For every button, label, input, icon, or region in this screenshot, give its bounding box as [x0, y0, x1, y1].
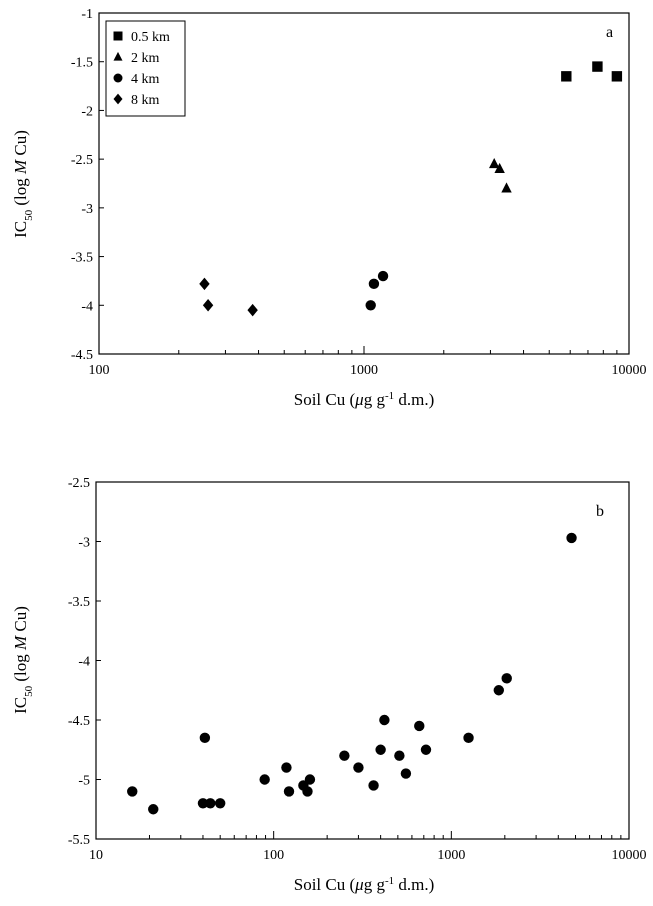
y-tick-label: -4 [78, 655, 90, 670]
data-point-triangle [489, 158, 500, 169]
data-point-circle [127, 786, 138, 797]
x-tick-label: 100 [263, 848, 284, 863]
data-point-diamond [202, 299, 214, 312]
panel-b-y-axis-title: IC50 (log M Cu) [11, 606, 35, 714]
data-point-circle [414, 720, 425, 732]
panel-a-y-axis: -1 -1.5 -2 -2.5 -3 -3.5 -4 -4.5 [71, 7, 104, 363]
y-tick-label: -2.5 [68, 476, 90, 491]
x-tick-label: 10 [89, 848, 103, 863]
data-point-circle [400, 768, 412, 779]
data-point-circle [493, 685, 505, 696]
panel-a-chart: -1-1.5-2-2.5-3-3.5-4-4.5 100 1000 10000 a … [11, 7, 647, 409]
y-tick-label: -2.5 [71, 153, 93, 168]
panel-b-plot-frame [95, 481, 630, 840]
data-point-circle [379, 714, 390, 726]
data-point-circle [368, 278, 380, 290]
data-point-circle [377, 270, 389, 282]
data-point-circle [368, 780, 379, 791]
data-point-circle [205, 798, 216, 809]
data-point-triangle [501, 182, 512, 193]
data-point-circle [501, 673, 512, 684]
y-tick-label: -3 [81, 202, 93, 217]
data-point-diamond [247, 303, 258, 317]
data-point-circle [259, 774, 270, 785]
data-point-circle [197, 798, 209, 809]
y-tick-label: -5.5 [68, 833, 90, 848]
y-tick-label: -3.5 [68, 595, 90, 610]
panel-a-x-axis: 100 1000 10000 [89, 346, 647, 378]
legend-label: 2 km [131, 51, 160, 66]
y-tick-label: -2 [81, 104, 93, 119]
data-point-circle [420, 744, 432, 755]
legend-marker-diamond [113, 93, 123, 105]
panel-b-y-axis: -2.5 -3 -3.5 -4 -4.5 -5 -5.5 [68, 476, 101, 848]
x-tick-label: 10000 [612, 848, 647, 863]
data-point-circle [304, 774, 316, 785]
legend-marker-square [113, 31, 123, 41]
panel-b-chart: -2.5-3-3.5-4-4.5-5-5.5 10 100 1000 10000 b … [11, 476, 647, 894]
y-tick-label: -5 [78, 774, 90, 789]
x-tick-label: 10000 [612, 363, 647, 378]
data-point-circle [283, 786, 295, 797]
data-point-circle [463, 732, 474, 744]
data-point-circle [148, 804, 159, 815]
panel-b-x-axis: 10 100 1000 10000 [89, 831, 647, 863]
data-point-square [592, 61, 603, 72]
x-tick-label: 100 [89, 363, 110, 378]
x-tick-label: 1000 [437, 848, 465, 863]
data-point-circle [214, 798, 226, 809]
panel-b-x-axis-title: Soil Cu (μg g-1 d.m.) [294, 875, 435, 894]
data-point-circle [339, 750, 350, 761]
panel-a-y-axis-title: IC50 (log M Cu) [11, 130, 35, 238]
y-tick-label: -4 [81, 299, 93, 314]
data-point-circle [281, 762, 292, 773]
panel-a-legend: 0.5 km 2 km 4 km 8 km [105, 20, 186, 117]
data-point-circle [375, 744, 386, 755]
data-point-square [611, 71, 623, 82]
data-point-circle [394, 750, 405, 761]
data-point-circle [302, 786, 313, 797]
y-tick-label: -1 [81, 7, 93, 22]
data-point-square [561, 71, 572, 82]
data-point-circle [365, 300, 376, 311]
data-point-circle [566, 532, 577, 544]
y-tick-label: -4.5 [68, 714, 90, 729]
y-tick-label: -4.5 [71, 348, 93, 363]
legend-marker-circle [113, 73, 123, 83]
y-tick-label: -1.5 [71, 56, 93, 71]
data-point-triangle [494, 162, 505, 174]
panel-b-letter: b [596, 503, 604, 520]
legend-label: 4 km [131, 72, 160, 87]
panel-a-letter: a [606, 24, 613, 41]
data-point-circle [199, 732, 211, 744]
legend-label: 8 km [131, 93, 160, 108]
panel-b-data-points [127, 532, 577, 815]
x-tick-label: 1000 [350, 363, 378, 378]
panel-a-x-axis-title: Soil Cu (μg g-1 d.m.) [294, 390, 435, 409]
data-point-diamond [199, 277, 210, 291]
y-tick-label: -3.5 [71, 251, 93, 266]
legend-label: 0.5 km [131, 30, 170, 45]
data-point-circle [353, 762, 364, 773]
y-tick-label: -3 [78, 536, 90, 551]
legend-marker-triangle [113, 51, 123, 61]
panel-a-data-points [199, 61, 623, 317]
